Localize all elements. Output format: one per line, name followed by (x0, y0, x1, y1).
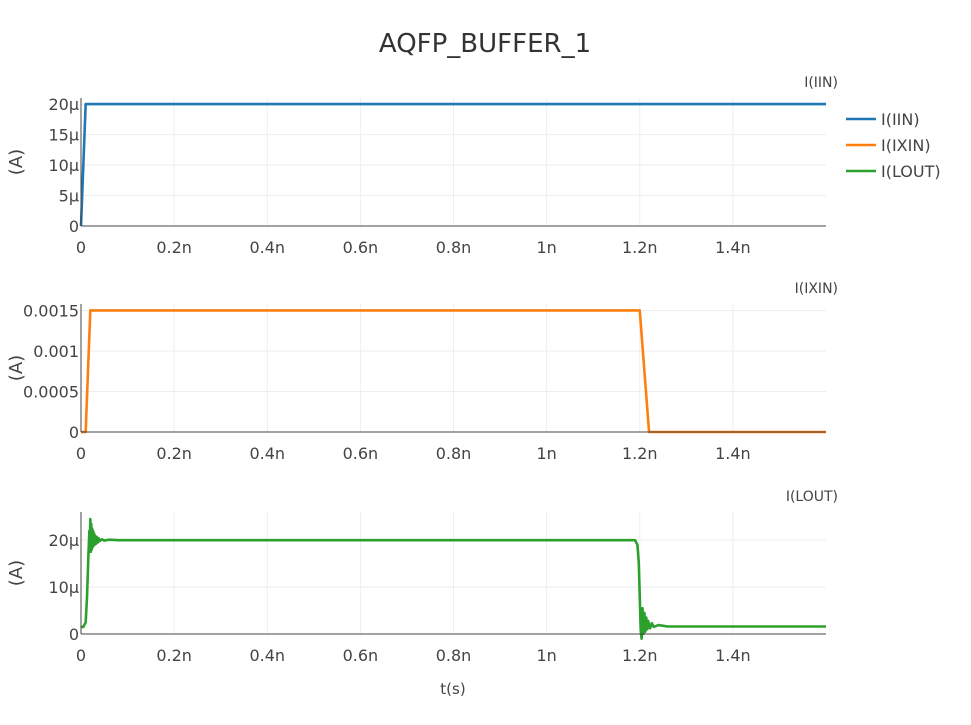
x-tick-label: 1n (536, 646, 556, 665)
subplot-title: I(LOUT) (786, 489, 838, 505)
x-tick-label: 0 (76, 646, 86, 665)
series-line (81, 517, 826, 640)
y-tick-label: 10μ (48, 156, 79, 175)
y-tick-label: 15μ (48, 126, 79, 145)
x-tick-label: 1.4n (715, 646, 751, 665)
y-tick-label: 0 (69, 625, 79, 644)
y-tick-label: 0 (69, 423, 79, 442)
legend-item[interactable]: I(IXIN) (846, 136, 931, 155)
x-tick-label: 0.2n (156, 238, 192, 257)
y-tick-label: 0.001 (33, 342, 79, 361)
subplot-2: 0 0.2n 0.4n 0.6n 0.8n 1n 1.2n 1.4n 0 0.0005 0.001 0… (6, 281, 838, 463)
x-tick-label: 1n (536, 444, 556, 463)
y-tick-label: 20μ (48, 531, 79, 550)
x-tick-label: 0.8n (436, 646, 472, 665)
x-tick-label: 0.4n (249, 444, 285, 463)
y-axis-title: (A) (6, 149, 27, 175)
x-tick-label: 1.2n (622, 444, 658, 463)
subplot-3: 0 0.2n 0.4n 0.6n 0.8n 1n 1.2n 1.4n 0 10μ 20μ (A) I(L… (6, 489, 838, 665)
legend-item[interactable]: I(IIN) (846, 110, 920, 129)
legend[interactable]: I(IIN) I(IXIN) I(LOUT) (846, 110, 941, 181)
y-tick-label: 10μ (48, 578, 79, 597)
y-tick-label: 0 (69, 217, 79, 236)
y-tick-label: 5μ (59, 187, 79, 206)
x-tick-label: 0.4n (249, 646, 285, 665)
x-tick-label: 0.2n (156, 646, 192, 665)
x-tick-label: 0.6n (343, 444, 379, 463)
x-tick-label: 1.4n (715, 238, 751, 257)
chart-title: AQFP_BUFFER_1 (379, 29, 591, 59)
subplot-title: I(IXIN) (795, 281, 838, 297)
x-tick-label: 0 (76, 444, 86, 463)
y-tick-label: 0.0015 (23, 301, 79, 320)
legend-item[interactable]: I(LOUT) (846, 162, 941, 181)
y-tick-label: 20μ (48, 95, 79, 114)
x-tick-label: 0.4n (249, 238, 285, 257)
x-tick-label: 0.8n (436, 444, 472, 463)
x-tick-label: 0.2n (156, 444, 192, 463)
x-tick-label: 0 (76, 238, 86, 257)
x-tick-label: 0.6n (343, 238, 379, 257)
x-tick-label: 0.6n (343, 646, 379, 665)
y-axis-title: (A) (6, 355, 27, 381)
legend-label: I(LOUT) (881, 162, 941, 181)
series-line (79, 102, 826, 227)
x-axis-title: t(s) (440, 680, 465, 698)
legend-label: I(IXIN) (881, 136, 931, 155)
x-tick-label: 1.2n (622, 238, 658, 257)
x-tick-label: 1.4n (715, 444, 751, 463)
x-tick-label: 1.2n (622, 646, 658, 665)
subplot-1: 0 0.2n 0.4n 0.6n 0.8n 1n 1.2n 1.4n 0 5μ 10μ 15μ 20μ (… (6, 75, 838, 257)
y-tick-label: 0.0005 (23, 382, 79, 401)
y-axis-title: (A) (6, 560, 27, 586)
subplot-title: I(IIN) (804, 75, 838, 91)
legend-label: I(IIN) (881, 110, 920, 129)
x-tick-label: 1n (536, 238, 556, 257)
x-tick-label: 0.8n (436, 238, 472, 257)
